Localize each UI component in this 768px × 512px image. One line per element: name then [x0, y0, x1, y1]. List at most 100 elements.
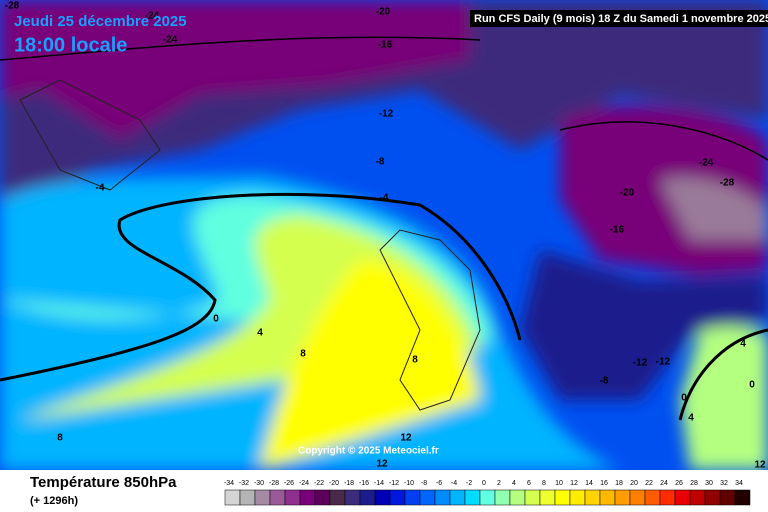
run-banner — [470, 10, 768, 27]
colorbar-label: 24 — [660, 480, 668, 487]
colorbar-label: -24 — [299, 480, 309, 487]
colorbar-swatch — [689, 489, 706, 506]
colorbar-swatch — [434, 489, 451, 506]
colorbar-swatch — [509, 489, 526, 506]
colorbar-label: -16 — [359, 480, 369, 487]
colorbar-label: 26 — [675, 480, 683, 487]
colorbar-swatch — [269, 489, 286, 506]
colorbar-label: 6 — [527, 480, 531, 487]
colorbar-label: -22 — [314, 480, 324, 487]
contour-label: 12 — [376, 459, 388, 470]
temperature-field — [0, 0, 768, 470]
colorbar-label: 8 — [542, 480, 546, 487]
colorbar-swatch — [389, 489, 406, 506]
colorbar-swatch — [494, 489, 511, 506]
colorbar-label: 28 — [690, 480, 698, 487]
colorbar-label: -32 — [239, 480, 249, 487]
colorbar-label: 14 — [585, 480, 593, 487]
colorbar-label: -30 — [254, 480, 264, 487]
colorbar-swatch — [479, 489, 496, 506]
colorbar-label: 2 — [497, 480, 501, 487]
colorbar-swatch — [404, 489, 421, 506]
colorbar-label: 30 — [705, 480, 713, 487]
colorbar-label: -26 — [284, 480, 294, 487]
contour-label: -24 — [163, 35, 178, 46]
contour-label: 8 — [300, 349, 306, 360]
colorbar-swatch — [719, 489, 736, 506]
colorbar-swatch — [614, 489, 631, 506]
contour-label: -4 — [380, 193, 389, 204]
field-title: Température 850hPa — [30, 474, 177, 491]
run-info: Run CFS Daily (9 mois) 18 Z du Samedi 1 … — [474, 13, 768, 25]
contour-label: -12 — [656, 357, 671, 368]
colorbar-label: 4 — [512, 480, 516, 487]
colorbar-swatch — [224, 489, 241, 506]
colorbar-swatch — [464, 489, 481, 506]
contour-label: -16 — [610, 225, 625, 236]
colorbar-swatch — [239, 489, 256, 506]
colorbar-swatch — [374, 489, 391, 506]
colorbar-swatch — [314, 489, 331, 506]
colorbar-swatch — [419, 489, 436, 506]
colorbar-label: -12 — [389, 480, 399, 487]
colorbar-swatch — [359, 489, 376, 506]
contour-label: 0 — [681, 393, 687, 404]
colorbar-swatch — [284, 489, 301, 506]
date: Jeudi 25 décembre 2025 — [14, 13, 187, 30]
contour-label: 12 — [400, 433, 412, 444]
colorbar-label: 12 — [570, 480, 578, 487]
colorbar-swatch — [524, 489, 541, 506]
colorbar-swatch — [254, 489, 271, 506]
colorbar-label: -34 — [224, 480, 234, 487]
colorbar-swatch — [599, 489, 616, 506]
colorbar-swatch — [644, 489, 661, 506]
copyright: Copyright © 2025 Meteociel.fr — [298, 446, 439, 457]
contour-label: 8 — [57, 433, 63, 444]
contour-label: -12 — [379, 109, 394, 120]
colorbar-swatch — [449, 489, 466, 506]
contour-label: 0 — [213, 314, 219, 325]
colorbar-swatch — [329, 489, 346, 506]
colorbar-label: 0 — [482, 480, 486, 487]
colorbar-swatch — [659, 489, 676, 506]
colorbar-label: 10 — [555, 480, 563, 487]
contour-label: -8 — [600, 376, 609, 387]
contour-label: -28 — [5, 1, 20, 12]
contour-label: -12 — [633, 358, 648, 369]
colorbar-swatch — [299, 489, 316, 506]
colorbar-label: -18 — [344, 480, 354, 487]
colorbar-label: 22 — [645, 480, 653, 487]
contour-label: 4 — [688, 413, 694, 424]
colorbar-swatch — [704, 489, 721, 506]
contour-label: -28 — [720, 178, 735, 189]
colorbar-swatch — [584, 489, 601, 506]
contour-label: -24 — [699, 158, 714, 169]
contour-label: -8 — [376, 157, 385, 168]
contour-label: 4 — [257, 328, 263, 339]
colorbar-label: -28 — [269, 480, 279, 487]
contour-label: 0 — [749, 380, 755, 391]
colorbar-swatch — [344, 489, 361, 506]
colorbar-swatch — [569, 489, 586, 506]
contour-label: -16 — [378, 40, 393, 51]
contour-label: -4 — [96, 183, 105, 194]
colorbar-label: 16 — [600, 480, 608, 487]
lead-time: (+ 1296h) — [30, 495, 78, 507]
colorbar-label: -2 — [466, 480, 472, 487]
colorbar-swatch — [674, 489, 691, 506]
contour-label: 4 — [740, 339, 746, 350]
colorbar-label: -8 — [421, 480, 427, 487]
contour-label: 8 — [412, 355, 418, 366]
colorbar-swatch — [539, 489, 556, 506]
colorbar-label: 20 — [630, 480, 638, 487]
time: 18:00 locale — [14, 34, 127, 56]
contour-label: 12 — [754, 460, 766, 471]
colorbar-label: 32 — [720, 480, 728, 487]
colorbar-swatch — [554, 489, 571, 506]
colorbar-label: -4 — [451, 480, 457, 487]
colorbar-label: -6 — [436, 480, 442, 487]
colorbar-label: -20 — [329, 480, 339, 487]
colorbar-label: 34 — [735, 480, 743, 487]
